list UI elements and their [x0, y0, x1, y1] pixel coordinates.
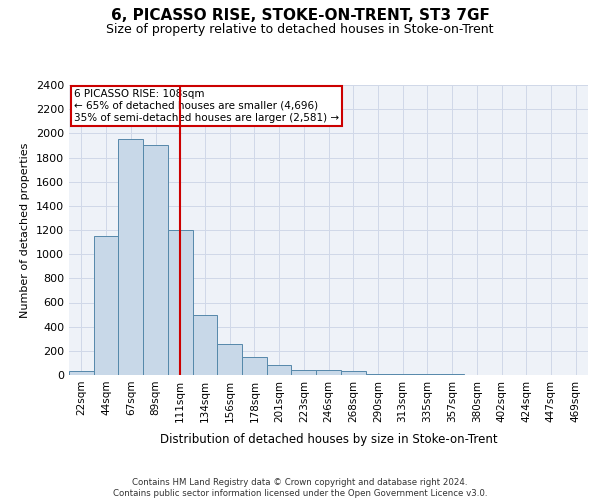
Bar: [143, 146, 168, 375]
Y-axis label: Number of detached properties: Number of detached properties: [20, 142, 31, 318]
Bar: [341, 372, 365, 375]
Text: Size of property relative to detached houses in Stoke-on-Trent: Size of property relative to detached ho…: [106, 22, 494, 36]
Bar: [316, 370, 341, 375]
Bar: [292, 370, 316, 375]
Bar: [267, 366, 292, 375]
Bar: [440, 374, 464, 375]
Text: Contains HM Land Registry data © Crown copyright and database right 2024.
Contai: Contains HM Land Registry data © Crown c…: [113, 478, 487, 498]
Bar: [365, 374, 390, 375]
Text: 6, PICASSO RISE, STOKE-ON-TRENT, ST3 7GF: 6, PICASSO RISE, STOKE-ON-TRENT, ST3 7GF: [110, 8, 490, 22]
Bar: [242, 357, 267, 375]
Text: Distribution of detached houses by size in Stoke-on-Trent: Distribution of detached houses by size …: [160, 432, 497, 446]
Bar: [415, 374, 440, 375]
Bar: [217, 344, 242, 375]
Text: 6 PICASSO RISE: 108sqm
← 65% of detached houses are smaller (4,696)
35% of semi-: 6 PICASSO RISE: 108sqm ← 65% of detached…: [74, 90, 340, 122]
Bar: [390, 374, 415, 375]
Bar: [94, 236, 118, 375]
Bar: [168, 230, 193, 375]
Bar: [118, 140, 143, 375]
Bar: [69, 372, 94, 375]
Bar: [193, 314, 217, 375]
